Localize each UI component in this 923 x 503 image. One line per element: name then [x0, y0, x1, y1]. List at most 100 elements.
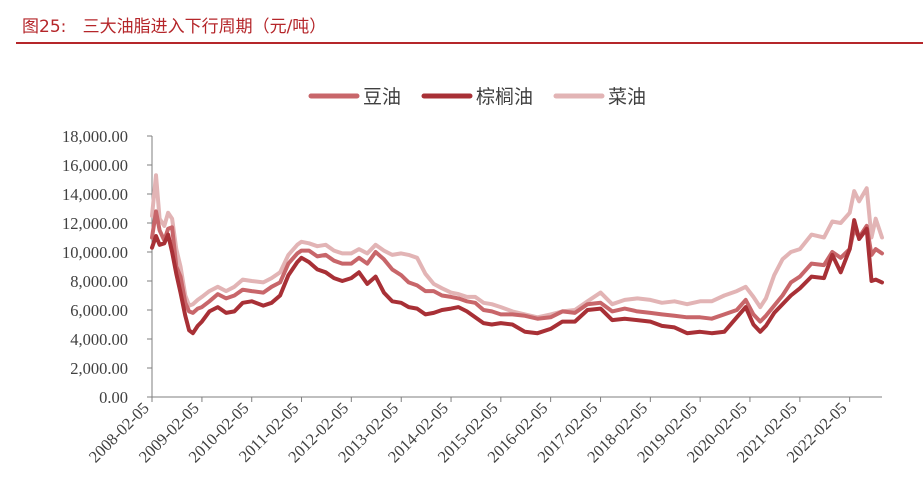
- data-point: [296, 261, 298, 263]
- data-point: [773, 312, 775, 314]
- data-point: [358, 257, 360, 259]
- data-point: [279, 281, 281, 283]
- data-point: [184, 302, 186, 304]
- data-point: [649, 299, 651, 301]
- y-axis: 0.00 2,000.00 4,000.00 6,000.00 8,000.00 10,0…: [62, 127, 153, 407]
- data-point: [217, 286, 219, 288]
- data-point: [686, 332, 688, 334]
- data-point: [881, 252, 883, 254]
- data-point: [624, 308, 626, 310]
- data-point: [163, 225, 165, 227]
- header-rule: [16, 42, 923, 44]
- data-point: [287, 254, 289, 256]
- data-point: [301, 257, 302, 259]
- data-point: [271, 302, 273, 304]
- legend-label: 豆油: [363, 86, 401, 108]
- data-point: [383, 250, 385, 252]
- figure-header: 图25: 三大油脂进入下行周期（元/吨）: [0, 0, 923, 44]
- data-point: [511, 324, 513, 325]
- data-point: [201, 306, 203, 308]
- data-point: [840, 222, 842, 224]
- data-point: [287, 274, 289, 276]
- data-point: [752, 296, 754, 298]
- data-point: [441, 295, 443, 296]
- data-point: [333, 260, 335, 262]
- data-point: [192, 312, 194, 314]
- data-point: [686, 316, 688, 318]
- data-point: [151, 247, 153, 249]
- data-point: [341, 263, 343, 265]
- data-point: [225, 290, 227, 292]
- data-point: [636, 310, 638, 312]
- data-point: [661, 313, 663, 315]
- data-point: [483, 302, 484, 304]
- data-point: [500, 322, 502, 324]
- data-point: [723, 295, 725, 296]
- data-point: [262, 281, 264, 283]
- data-point: [491, 324, 493, 325]
- data-point: [383, 258, 385, 260]
- data-point: [171, 251, 173, 253]
- data-point: [600, 302, 602, 304]
- data-point: [550, 313, 552, 315]
- data-point: [866, 228, 868, 230]
- data-point: [416, 308, 418, 310]
- data-point: [875, 248, 877, 250]
- data-point: [491, 303, 493, 305]
- data-point: [831, 221, 833, 222]
- data-point: [325, 244, 327, 246]
- data-point: [308, 242, 310, 244]
- data-point: [500, 306, 502, 308]
- data-point: [188, 310, 190, 312]
- y-tick-label: 2,000.00: [70, 359, 128, 378]
- data-point: [192, 303, 194, 305]
- data-point: [450, 292, 452, 294]
- data-point: [661, 302, 663, 304]
- data-point: [391, 254, 393, 256]
- data-point: [433, 312, 435, 314]
- data-point: [192, 332, 194, 334]
- data-point: [782, 295, 783, 296]
- data-point: [225, 297, 227, 299]
- data-point: [574, 309, 576, 311]
- data-point: [271, 277, 273, 279]
- data-point: [155, 210, 157, 212]
- data-point: [466, 310, 468, 312]
- data-point: [871, 280, 872, 282]
- y-tick-label: 0.00: [99, 388, 128, 407]
- data-point: [358, 271, 360, 273]
- data-point: [782, 258, 783, 260]
- data-point: [159, 244, 161, 246]
- data-point: [799, 248, 801, 250]
- data-point: [350, 277, 352, 279]
- data-point: [416, 284, 418, 286]
- data-point: [167, 234, 169, 236]
- data-point: [208, 300, 210, 302]
- data-point: [745, 299, 747, 301]
- data-point: [875, 279, 877, 281]
- data-point: [458, 293, 459, 295]
- data-point: [699, 316, 701, 318]
- data-point: [188, 305, 190, 307]
- data-point: [308, 261, 310, 263]
- data-point: [871, 237, 872, 238]
- legend-label: 菜油: [608, 86, 646, 108]
- data-point: [341, 280, 343, 282]
- data-point: [611, 310, 613, 312]
- data-point: [233, 295, 235, 296]
- legend-label: 棕榈油: [476, 86, 533, 108]
- data-point: [611, 303, 613, 305]
- data-point: [151, 215, 153, 217]
- y-tick-label: 10,000.00: [62, 243, 128, 262]
- data-point: [686, 303, 688, 305]
- data-point: [483, 322, 484, 324]
- data-point: [823, 264, 825, 266]
- series-line-3: [150, 173, 884, 320]
- data-point: [217, 293, 219, 295]
- data-point: [773, 274, 775, 276]
- data-point: [308, 250, 310, 252]
- data-point: [441, 287, 443, 289]
- data-point: [233, 286, 235, 288]
- data-point: [400, 302, 402, 304]
